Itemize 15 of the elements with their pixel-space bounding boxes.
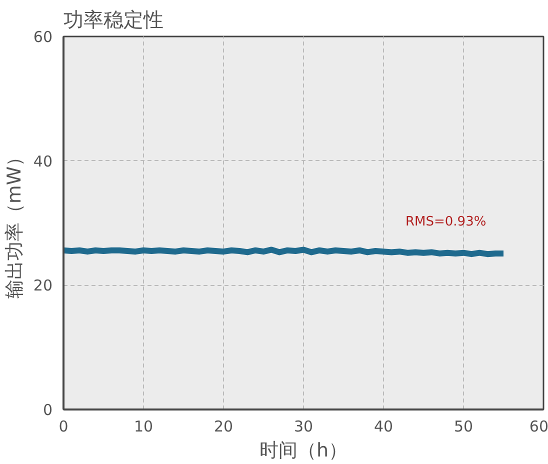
x-tick-label: 60 (529, 418, 548, 436)
x-tick-label: 40 (374, 418, 394, 436)
chart-title: 功率稳定性 (64, 8, 164, 32)
x-tick-label: 30 (294, 418, 314, 436)
x-tick-label: 50 (454, 418, 474, 436)
y-tick-label: 40 (33, 152, 53, 170)
x-tick-label: 10 (134, 418, 154, 436)
y-tick-label: 60 (33, 28, 53, 46)
x-axis-title: 时间（h） (259, 440, 348, 462)
x-tick-label: 20 (214, 418, 234, 436)
y-tick-label: 20 (33, 276, 53, 295)
y-tick-label: 0 (42, 401, 53, 419)
x-tick-label: 0 (58, 418, 68, 436)
y-axis-title: 输出功率（mW） (3, 147, 26, 299)
annotation: RMS=0.93% (406, 214, 486, 230)
